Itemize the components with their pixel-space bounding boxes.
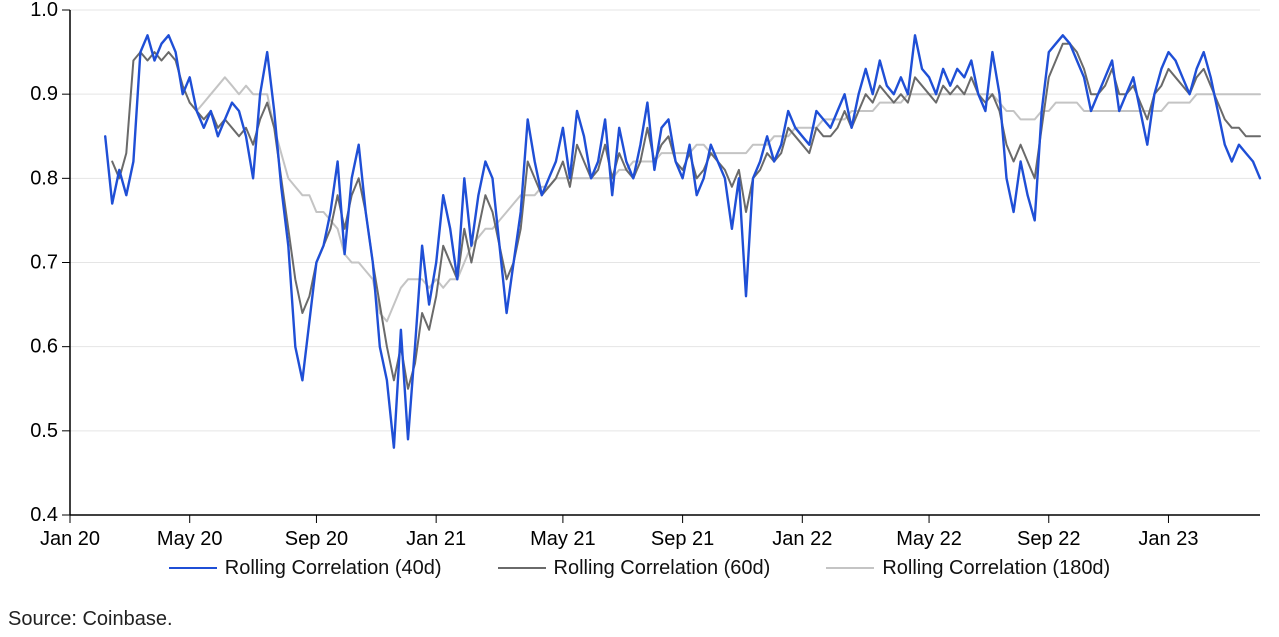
chart-container: 0.4 0.5 0.6 0.7 0.8 0.9 1.0 Jan 20 May 20 Sep 20 J… [0, 0, 1279, 637]
svg-text:May 21: May 21 [530, 528, 596, 550]
svg-text:Sep 21: Sep 21 [651, 528, 714, 550]
svg-text:Sep 20: Sep 20 [285, 528, 348, 550]
svg-text:0.4: 0.4 [30, 504, 58, 526]
chart-legend: Rolling Correlation (40d) Rolling Correla… [0, 552, 1279, 580]
svg-text:Sep 22: Sep 22 [1017, 528, 1080, 550]
correlation-line-chart: 0.4 0.5 0.6 0.7 0.8 0.9 1.0 Jan 20 May 20 Sep 20 J… [0, 0, 1279, 637]
svg-text:Jan 23: Jan 23 [1138, 528, 1198, 550]
svg-text:0.9: 0.9 [30, 83, 58, 105]
svg-text:1.0: 1.0 [30, 0, 58, 21]
svg-text:0.5: 0.5 [30, 420, 58, 442]
svg-text:Jan 20: Jan 20 [40, 528, 100, 550]
legend-swatch [826, 567, 874, 569]
source-attribution: Source: Coinbase. [8, 608, 173, 631]
legend-item: Rolling Correlation (180d) [826, 557, 1110, 580]
svg-text:May 20: May 20 [157, 528, 223, 550]
svg-text:Jan 21: Jan 21 [406, 528, 466, 550]
svg-text:0.8: 0.8 [30, 167, 58, 189]
svg-text:Jan 22: Jan 22 [772, 528, 832, 550]
legend-label: Rolling Correlation (40d) [225, 557, 442, 580]
legend-item: Rolling Correlation (40d) [169, 557, 442, 580]
legend-label: Rolling Correlation (60d) [554, 557, 771, 580]
legend-swatch [169, 567, 217, 569]
svg-text:0.7: 0.7 [30, 252, 58, 274]
svg-text:May 22: May 22 [896, 528, 962, 550]
legend-label: Rolling Correlation (180d) [882, 557, 1110, 580]
legend-item: Rolling Correlation (60d) [498, 557, 771, 580]
svg-text:0.6: 0.6 [30, 336, 58, 358]
legend-swatch [498, 567, 546, 569]
